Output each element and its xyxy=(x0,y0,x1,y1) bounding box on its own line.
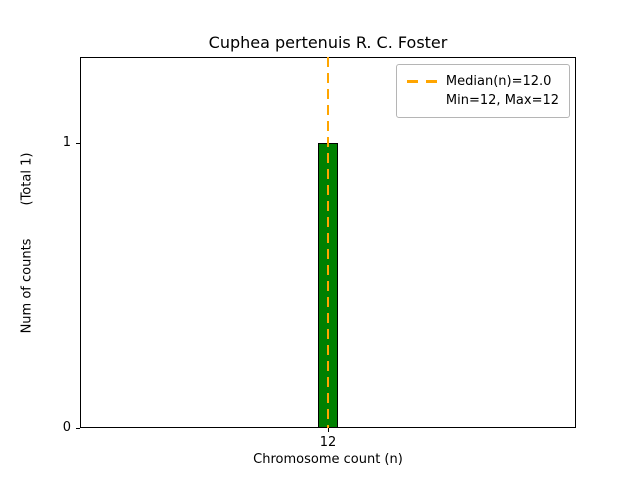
legend-median-label: Median(n)=12.0 xyxy=(445,74,552,89)
x-tick-mark-12 xyxy=(328,428,329,432)
median-dash-line-icon xyxy=(406,80,437,83)
y-tick-mark-0 xyxy=(76,428,80,429)
chart-title: Cuphea pertenuis R. C. Foster xyxy=(208,33,448,52)
legend-row-minmax: Min=12, Max=12 xyxy=(446,91,559,110)
legend-minmax-label: Min=12, Max=12 xyxy=(445,93,559,108)
x-tick-label-12: 12 xyxy=(319,435,337,450)
legend-row-median: Median(n)=12.0 xyxy=(406,72,559,91)
legend: Median(n)=12.0 Min=12, Max=12 xyxy=(395,64,570,118)
y-tick-label-1: 1 xyxy=(62,134,71,150)
y-axis-label: Num of counts (Total 1) xyxy=(19,152,35,334)
median-line xyxy=(327,57,329,428)
x-axis-label: Chromosome count (n) xyxy=(253,452,403,467)
y-tick-mark-1 xyxy=(76,142,80,144)
y-tick-label-0: 0 xyxy=(62,420,71,435)
